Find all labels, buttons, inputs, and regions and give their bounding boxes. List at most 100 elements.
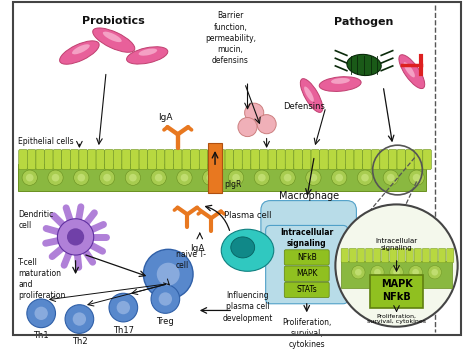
Text: Treg: Treg [156, 317, 174, 326]
Circle shape [336, 204, 458, 327]
Circle shape [284, 174, 292, 181]
FancyBboxPatch shape [27, 149, 36, 169]
Circle shape [254, 170, 270, 185]
FancyBboxPatch shape [277, 149, 285, 169]
Circle shape [73, 170, 89, 185]
Text: NFkB: NFkB [297, 253, 317, 262]
FancyBboxPatch shape [346, 149, 354, 169]
FancyBboxPatch shape [199, 149, 208, 169]
Ellipse shape [301, 79, 323, 112]
Circle shape [157, 263, 180, 286]
FancyBboxPatch shape [45, 149, 53, 169]
FancyBboxPatch shape [148, 149, 156, 169]
FancyBboxPatch shape [79, 149, 88, 169]
FancyBboxPatch shape [259, 149, 268, 169]
Circle shape [431, 269, 438, 276]
Circle shape [412, 269, 419, 276]
FancyBboxPatch shape [251, 149, 259, 169]
Circle shape [151, 170, 166, 185]
Ellipse shape [231, 237, 255, 258]
Circle shape [409, 265, 422, 279]
FancyBboxPatch shape [390, 249, 397, 263]
Text: Macrophage: Macrophage [279, 191, 339, 201]
FancyBboxPatch shape [354, 149, 363, 169]
Circle shape [357, 170, 373, 185]
Text: Defensins: Defensins [283, 102, 325, 112]
FancyBboxPatch shape [234, 149, 242, 169]
FancyBboxPatch shape [191, 149, 199, 169]
Circle shape [258, 174, 265, 181]
Text: IgA: IgA [190, 244, 204, 253]
FancyBboxPatch shape [208, 149, 217, 169]
Circle shape [409, 170, 424, 185]
FancyBboxPatch shape [130, 149, 139, 169]
FancyBboxPatch shape [53, 149, 62, 169]
FancyBboxPatch shape [182, 149, 191, 169]
FancyBboxPatch shape [284, 250, 329, 265]
FancyBboxPatch shape [88, 149, 96, 169]
Ellipse shape [331, 78, 350, 84]
Ellipse shape [103, 32, 122, 42]
Circle shape [257, 115, 276, 134]
FancyBboxPatch shape [365, 249, 373, 263]
FancyBboxPatch shape [423, 149, 431, 169]
Circle shape [181, 174, 188, 181]
Ellipse shape [221, 229, 274, 271]
Circle shape [413, 174, 420, 181]
FancyBboxPatch shape [105, 149, 113, 169]
Circle shape [48, 170, 63, 185]
Circle shape [336, 174, 343, 181]
FancyBboxPatch shape [265, 226, 348, 304]
FancyBboxPatch shape [62, 149, 70, 169]
Circle shape [393, 269, 400, 276]
FancyBboxPatch shape [70, 149, 79, 169]
Circle shape [387, 174, 395, 181]
Circle shape [202, 170, 218, 185]
Text: Dendritic
cell: Dendritic cell [18, 210, 54, 230]
Text: Th2: Th2 [72, 337, 87, 346]
Circle shape [310, 174, 317, 181]
Circle shape [310, 226, 329, 245]
FancyBboxPatch shape [225, 149, 234, 169]
FancyBboxPatch shape [156, 149, 165, 169]
FancyBboxPatch shape [302, 149, 311, 169]
Circle shape [35, 307, 48, 320]
Bar [341, 261, 452, 288]
FancyBboxPatch shape [406, 149, 414, 169]
Circle shape [332, 170, 347, 185]
Circle shape [245, 103, 264, 122]
Circle shape [207, 174, 214, 181]
Text: IgA: IgA [158, 113, 173, 122]
FancyBboxPatch shape [284, 282, 329, 298]
Text: MAPK: MAPK [381, 279, 412, 289]
Text: STATs: STATs [296, 286, 317, 294]
FancyBboxPatch shape [122, 149, 130, 169]
Text: pIgR: pIgR [225, 180, 242, 189]
Text: T-cell
maturation
and
proliferation: T-cell maturation and proliferation [18, 258, 65, 300]
FancyBboxPatch shape [173, 149, 182, 169]
Text: Intracellular
signaling: Intracellular signaling [280, 228, 333, 247]
FancyBboxPatch shape [363, 149, 371, 169]
Circle shape [155, 174, 163, 181]
FancyBboxPatch shape [268, 149, 277, 169]
FancyBboxPatch shape [341, 249, 348, 263]
FancyBboxPatch shape [217, 149, 225, 169]
Circle shape [280, 170, 295, 185]
FancyBboxPatch shape [337, 149, 346, 169]
FancyBboxPatch shape [349, 249, 356, 263]
Ellipse shape [304, 86, 314, 102]
FancyBboxPatch shape [36, 149, 45, 169]
Ellipse shape [403, 62, 415, 77]
FancyBboxPatch shape [430, 249, 438, 263]
Ellipse shape [399, 55, 425, 89]
Circle shape [159, 292, 172, 306]
Circle shape [355, 269, 362, 276]
Circle shape [374, 269, 381, 276]
Text: Th17: Th17 [113, 326, 134, 335]
FancyBboxPatch shape [447, 249, 454, 263]
Bar [209, 143, 222, 193]
Ellipse shape [72, 44, 90, 54]
FancyBboxPatch shape [371, 149, 380, 169]
FancyBboxPatch shape [113, 149, 122, 169]
Text: Epithelial cells: Epithelial cells [18, 137, 74, 146]
